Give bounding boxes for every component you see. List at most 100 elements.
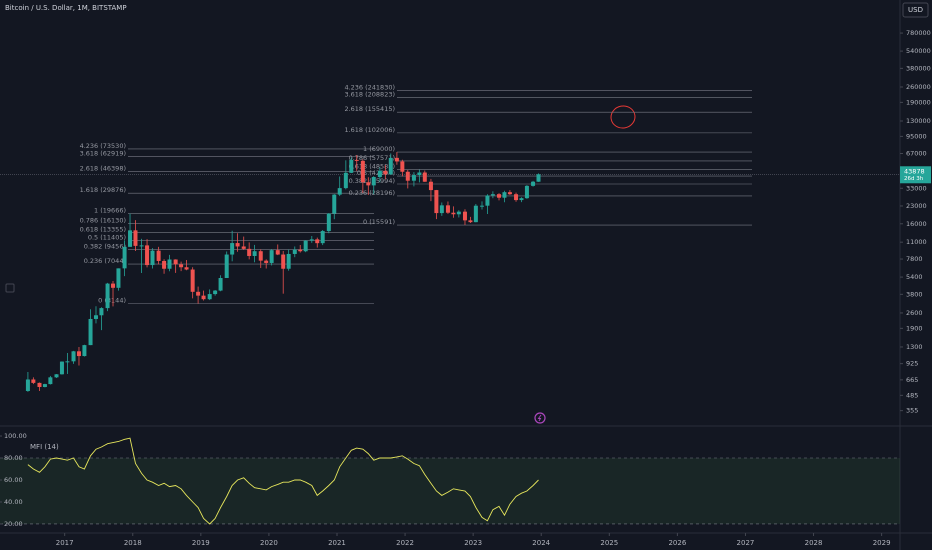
fib-label: 1 (69000) [363,145,395,153]
candle-body [179,264,184,268]
y-tick-label: 665 [906,376,918,384]
candle-body [298,249,303,252]
candle-body [25,379,30,391]
collapse-button[interactable] [5,283,15,293]
x-tick-label: 2026 [668,539,686,547]
candle-body [400,161,405,172]
fib-label: 2.618 (155415) [344,105,395,113]
y-tick-label: 2600 [906,309,923,317]
x-tick-label: 2028 [805,539,823,547]
candle-body [303,240,308,252]
y-tick-label: 11000 [906,238,927,246]
fib-label: 0.236 (28196) [349,189,395,197]
candle-body [213,290,218,295]
x-tick-label: 2020 [260,539,278,547]
fib-label: 0.5 (42294) [357,169,395,177]
candle-body [235,243,240,247]
y-tick-label: 60.00 [4,476,23,484]
candle-body [207,294,212,300]
candle-body [360,160,365,183]
candle-body [65,361,70,363]
y-tick-label: 1300 [906,343,923,351]
indicator-title: MFI (14) [30,443,59,451]
currency-button[interactable] [902,2,929,18]
fib-label: 3.618 (208823) [344,91,395,99]
candle-body [309,239,314,241]
currency-label[interactable]: USD [908,6,923,14]
candle-body [145,245,150,266]
candle-body [417,172,422,176]
y-tick-label: 780000 [906,29,931,37]
candle-body [218,278,223,291]
y-tick-label: 540000 [906,47,931,55]
y-tick-label: 355 [906,407,918,415]
y-tick-label: 23000 [906,202,927,210]
candle-body [258,251,263,261]
event-icon[interactable] [534,412,546,424]
fib-label: 2.618 (46398) [80,165,126,173]
y-tick-label: 95000 [906,132,927,140]
candle-body [439,205,444,214]
fib-label: 0.618 (48588) [349,162,395,170]
x-tick-label: 2019 [192,539,210,547]
fib-label: 0 (15591) [363,218,395,226]
x-tick-label: 2017 [56,539,74,547]
candle-body [184,267,189,270]
fib-label: 1 (19666) [94,207,126,215]
candle-body [388,157,393,175]
y-tick-label: 3800 [906,290,923,298]
candle-body [434,190,439,214]
candle-body [99,308,104,316]
y-tick-label: 7800 [906,255,923,263]
candle-body [150,250,155,266]
y-tick-label: 33000 [906,184,927,192]
candle-body [59,361,64,375]
y-tick-label: 1900 [906,324,923,332]
candle-body [456,211,461,215]
candle-body [247,248,252,256]
candle-body [133,230,138,246]
candle-body [473,205,478,223]
candle-body [519,198,524,201]
fib-label: 4.236 (73530) [80,142,126,150]
x-tick-label: 2022 [396,539,414,547]
fib-label: 3.618 (62919) [80,150,126,158]
candle-body [332,194,337,214]
y-tick-label: 190000 [906,98,931,106]
candle-body [383,170,388,175]
fib-label: 1.618 (29876) [80,186,126,194]
fib-label: 0.5 (11405) [88,233,126,241]
candle-body [428,181,433,191]
candle-body [497,194,502,198]
candle-body [76,351,81,357]
candle-body [269,250,274,263]
fib-label: 4.236 (241830) [344,84,395,92]
candle-body [531,181,536,186]
x-tick-label: 2023 [464,539,482,547]
fib-label: 0.786 (57571) [349,154,395,162]
candle-body [196,291,201,296]
fib-label: 0.382 (9456) [84,243,126,251]
candle-body [230,243,235,255]
candle-body [201,295,206,300]
y-tick-label: 130000 [906,117,931,125]
candle-body [479,205,484,207]
candle-body [468,220,473,223]
candle-body [337,188,342,195]
y-tick-label: 80.00 [4,454,23,462]
candle-body [320,231,325,244]
candle-body [111,283,116,288]
candle-body [502,192,507,198]
countdown-label: 26d 3h [904,176,924,182]
y-tick-label: 485 [906,391,918,399]
candle-body [190,269,195,292]
symbol-title: Bitcoin / U.S. Dollar, 1M, BITSTAMP [5,4,127,12]
candle-body [490,194,495,196]
event-icon-bolt [537,414,542,422]
candle-body [349,159,354,173]
candle-body [42,384,47,387]
x-tick-label: 2027 [737,539,755,547]
y-tick-label: 40.00 [4,498,23,506]
candle-body [462,211,467,221]
